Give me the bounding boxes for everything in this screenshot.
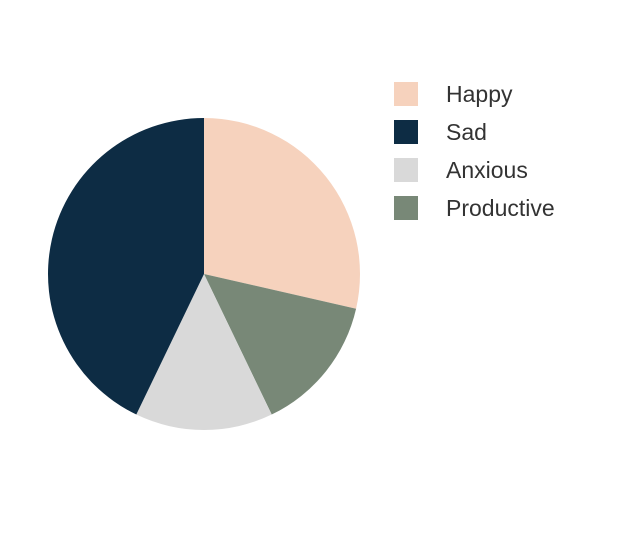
pie-slice-happy[interactable] — [204, 118, 360, 309]
legend: Happy Sad Anxious Productive — [394, 81, 555, 221]
pie-slice-productive[interactable] — [204, 274, 357, 415]
legend-item-sad[interactable]: Sad — [394, 119, 487, 145]
legend-label: Productive — [446, 195, 555, 221]
legend-item-happy[interactable]: Happy — [394, 81, 513, 107]
pie-slice-sad[interactable] — [48, 118, 204, 415]
legend-item-productive[interactable]: Productive — [394, 195, 555, 221]
pie-slice-anxious[interactable] — [136, 274, 272, 430]
legend-swatch — [394, 82, 418, 106]
legend-label: Anxious — [446, 157, 528, 183]
legend-swatch — [394, 158, 418, 182]
legend-swatch — [394, 196, 418, 220]
legend-label: Sad — [446, 119, 487, 145]
legend-label: Happy — [446, 81, 513, 107]
legend-swatch — [394, 120, 418, 144]
legend-item-anxious[interactable]: Anxious — [394, 157, 528, 183]
pie-slices — [48, 118, 360, 430]
